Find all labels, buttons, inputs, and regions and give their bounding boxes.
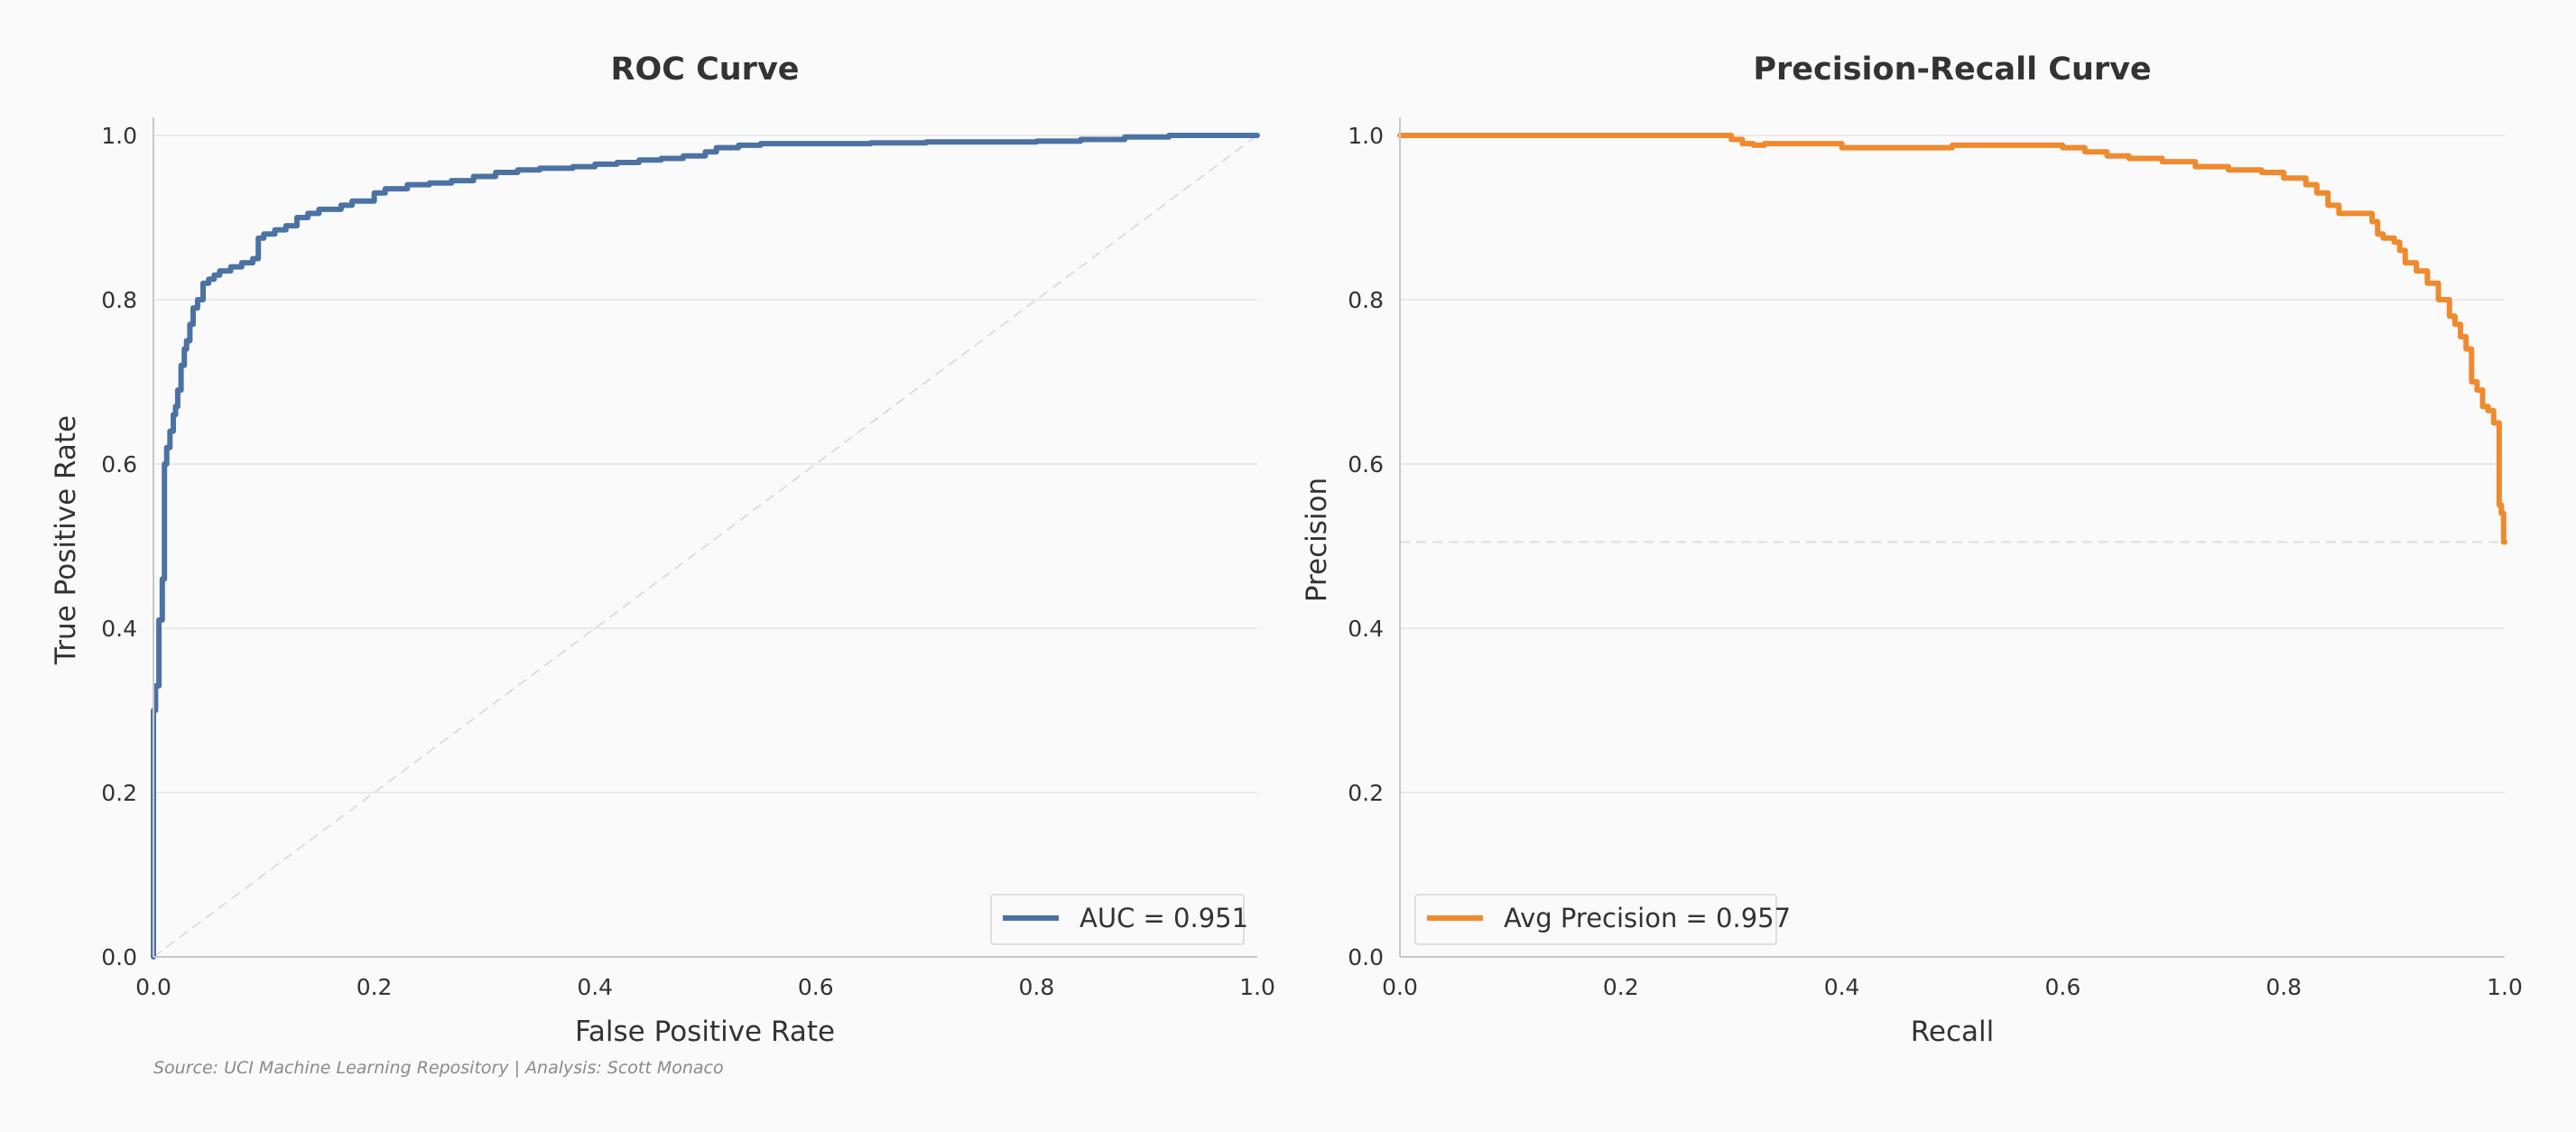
pr-x-tick-label: 1.0 bbox=[2487, 974, 2523, 1000]
roc-y-tick-label: 0.0 bbox=[101, 944, 137, 970]
roc-x-tick-label: 0.6 bbox=[798, 974, 834, 1000]
source-note: Source: UCI Machine Learning Repository … bbox=[153, 1058, 724, 1078]
roc-x-axis-label: False Positive Rate bbox=[575, 1016, 835, 1048]
roc-series bbox=[151, 133, 1260, 960]
pr-y-tick-label: 0.2 bbox=[1348, 780, 1384, 806]
pr-y-tick-label: 0.8 bbox=[1348, 287, 1384, 313]
pr-y-tick-label: 1.0 bbox=[1348, 123, 1384, 149]
roc-title: ROC Curve bbox=[611, 51, 800, 88]
roc-x-tick-label: 0.4 bbox=[577, 974, 613, 1000]
roc-spines bbox=[153, 117, 1257, 958]
pr-x-axis-label: Recall bbox=[1911, 1016, 1995, 1048]
roc-reference-line bbox=[153, 135, 1258, 958]
pr-legend: Avg Precision = 0.957 bbox=[1414, 894, 1791, 945]
roc-x-tick-label: 0.8 bbox=[1019, 974, 1055, 1000]
roc-legend: AUC = 0.951 bbox=[990, 894, 1248, 945]
pr-x-tick-label: 0.6 bbox=[2045, 974, 2081, 1000]
roc-y-tick-label: 0.8 bbox=[101, 287, 137, 313]
pr-spines bbox=[1399, 117, 2505, 958]
roc-y-tick-label: 0.4 bbox=[101, 616, 137, 642]
roc-y-tick-label: 0.6 bbox=[101, 451, 137, 478]
pr-x-tick-label: 0.0 bbox=[1382, 974, 1418, 1000]
pr-legend-box bbox=[1414, 894, 1777, 945]
roc-legend-box bbox=[990, 894, 1245, 945]
pr-x-tick-label: 0.4 bbox=[1824, 974, 1860, 1000]
pr-y-tick-label: 0.4 bbox=[1348, 616, 1384, 642]
pr-series bbox=[1397, 133, 2507, 545]
pr-chart: 0.0 0.2 0.4 0.6 0.8 1.0 0.0 0.2 0.4 0.6 0.8 1.0 Pre… bbox=[1301, 51, 2523, 1048]
roc-x-tick-label: 1.0 bbox=[1239, 974, 1275, 1000]
pr-y-tick-label: 0.6 bbox=[1348, 451, 1384, 478]
pr-ticks: 0.0 0.2 0.4 0.6 0.8 1.0 0.0 0.2 0.4 0.6 0.8 1.0 bbox=[1348, 123, 2523, 1000]
roc-x-tick-label: 0.0 bbox=[135, 974, 171, 1000]
roc-diagonal-line bbox=[153, 135, 1258, 958]
pr-title: Precision-Recall Curve bbox=[1753, 51, 2151, 88]
roc-y-tick-label: 1.0 bbox=[101, 123, 137, 149]
pr-curve bbox=[1397, 133, 2507, 545]
roc-chart: 0.0 0.2 0.4 0.6 0.8 1.0 0.0 0.2 0.4 0.6 0.8 1.0 ROC… bbox=[50, 51, 1275, 1048]
roc-y-tick-label: 0.2 bbox=[101, 780, 137, 806]
roc-ticks: 0.0 0.2 0.4 0.6 0.8 1.0 0.0 0.2 0.4 0.6 0.8 1.0 bbox=[101, 123, 1275, 1000]
pr-x-tick-label: 0.8 bbox=[2266, 974, 2302, 1000]
pr-y-tick-label: 0.0 bbox=[1348, 944, 1384, 970]
pr-legend-label: Avg Precision = 0.957 bbox=[1504, 903, 1791, 933]
pr-x-tick-label: 0.2 bbox=[1603, 974, 1639, 1000]
roc-legend-label: AUC = 0.951 bbox=[1080, 903, 1248, 933]
roc-grid bbox=[153, 135, 1257, 793]
roc-x-tick-label: 0.2 bbox=[357, 974, 393, 1000]
pr-y-axis-label: Precision bbox=[1301, 478, 1333, 602]
roc-curve bbox=[151, 133, 1260, 960]
roc-y-axis-label: True Positive Rate bbox=[50, 415, 82, 665]
